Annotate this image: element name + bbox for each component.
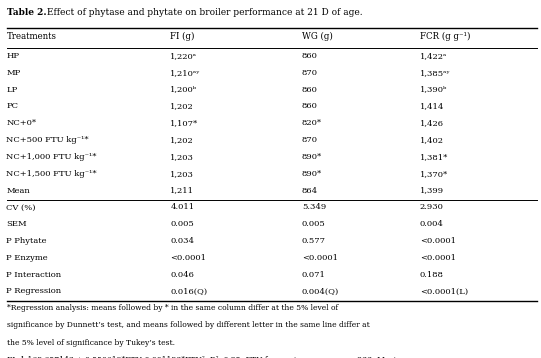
Text: MP: MP <box>6 69 21 77</box>
Text: 1,220ᵃ: 1,220ᵃ <box>170 52 197 60</box>
Text: NC+1,500 FTU kg⁻¹*: NC+1,500 FTU kg⁻¹* <box>6 170 97 178</box>
Text: <0.0001: <0.0001 <box>420 237 456 245</box>
Text: LP: LP <box>6 86 18 93</box>
Text: Mean: Mean <box>6 187 30 194</box>
Text: Effect of phytase and phytate on broiler performance at 21 D of age.: Effect of phytase and phytate on broiler… <box>44 8 362 17</box>
Text: NC+1,000 FTU kg⁻¹*: NC+1,000 FTU kg⁻¹* <box>6 153 97 161</box>
Text: 1,402: 1,402 <box>420 136 444 144</box>
Text: 0.071: 0.071 <box>302 271 326 279</box>
Text: 1,202: 1,202 <box>170 136 194 144</box>
Text: 0.188: 0.188 <box>420 271 444 279</box>
Text: CV (%): CV (%) <box>6 203 36 211</box>
Text: <0.0001: <0.0001 <box>170 254 207 262</box>
Text: SEM: SEM <box>6 220 27 228</box>
Text: 1,381*: 1,381* <box>420 153 448 161</box>
Text: NC+0*: NC+0* <box>6 119 37 127</box>
Text: P Regression: P Regression <box>6 287 62 295</box>
Text: NC+500 FTU kg⁻¹*: NC+500 FTU kg⁻¹* <box>6 136 89 144</box>
Text: 1,370*: 1,370* <box>420 170 448 178</box>
Text: 820*: 820* <box>302 119 322 127</box>
Text: 2.930: 2.930 <box>420 203 444 211</box>
Text: 5.349: 5.349 <box>302 203 326 211</box>
Text: 0.005: 0.005 <box>170 220 194 228</box>
Text: PC: PC <box>6 102 18 110</box>
Text: 860: 860 <box>302 86 318 93</box>
Text: 864: 864 <box>302 187 318 194</box>
Text: *Regression analysis: means followed by * in the same column differ at the 5% le: *Regression analysis: means followed by … <box>7 304 338 312</box>
Text: 1,202: 1,202 <box>170 102 194 110</box>
Text: 1,385ᵃʸ: 1,385ᵃʸ <box>420 69 451 77</box>
Text: 0.005: 0.005 <box>302 220 326 228</box>
Text: <0.0001: <0.0001 <box>302 254 338 262</box>
Text: 1,107*: 1,107* <box>170 119 199 127</box>
Text: 0.034: 0.034 <box>170 237 194 245</box>
Text: 1,210ᵃʸ: 1,210ᵃʸ <box>170 69 201 77</box>
Text: WG (g): WG (g) <box>302 32 333 42</box>
Text: P Phytate: P Phytate <box>6 237 47 245</box>
Text: 870: 870 <box>302 136 318 144</box>
Text: <0.0001(L): <0.0001(L) <box>420 287 468 295</box>
Text: 0.577: 0.577 <box>302 237 326 245</box>
Text: 1,414: 1,414 <box>420 102 444 110</box>
Text: 890*: 890* <box>302 153 322 161</box>
Text: 860: 860 <box>302 102 318 110</box>
Text: 1,426: 1,426 <box>420 119 444 127</box>
Text: 0.004(Q): 0.004(Q) <box>302 287 339 295</box>
Text: 1,200ᵇ: 1,200ᵇ <box>170 86 197 93</box>
Text: Treatments: Treatments <box>6 33 56 42</box>
Text: 860: 860 <box>302 52 318 60</box>
Text: 1,203: 1,203 <box>170 170 194 178</box>
Text: 0.004: 0.004 <box>420 220 444 228</box>
Text: 0.016(Q): 0.016(Q) <box>170 287 208 295</box>
Text: FI (g): FI (g) <box>170 32 195 42</box>
Text: 1,422ᵃ: 1,422ᵃ <box>420 52 447 60</box>
Text: FI: 1,168.657143 + 0.550619*FTU-0.001183*FTU²; R²: 0.25; FTU for maximum respons: FI: 1,168.657143 + 0.550619*FTU-0.001183… <box>7 356 415 358</box>
Text: 1,390ᵇ: 1,390ᵇ <box>420 86 447 93</box>
Text: 1,211: 1,211 <box>170 187 194 194</box>
Text: 4.011: 4.011 <box>170 203 195 211</box>
Text: FCR (g g⁻¹): FCR (g g⁻¹) <box>420 32 470 42</box>
Text: P Interaction: P Interaction <box>6 271 62 279</box>
Text: 870: 870 <box>302 69 318 77</box>
Text: <0.0001: <0.0001 <box>420 254 456 262</box>
Text: 0.046: 0.046 <box>170 271 194 279</box>
Text: P Enzyme: P Enzyme <box>6 254 48 262</box>
Text: Table 2.: Table 2. <box>7 8 47 17</box>
Text: the 5% level of significance by Tukey’s test.: the 5% level of significance by Tukey’s … <box>7 339 175 347</box>
Text: 890*: 890* <box>302 170 322 178</box>
Text: 1,399: 1,399 <box>420 187 444 194</box>
Text: significance by Dunnett’s test, and means followed by different letter in the sa: significance by Dunnett’s test, and mean… <box>7 321 370 329</box>
Text: 1,203: 1,203 <box>170 153 194 161</box>
Text: HP: HP <box>6 52 19 60</box>
